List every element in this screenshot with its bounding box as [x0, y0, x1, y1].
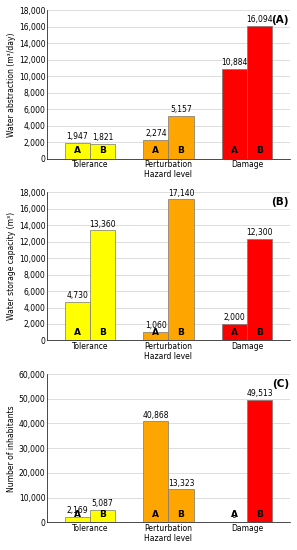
Bar — [247, 239, 272, 340]
Text: A: A — [74, 509, 81, 519]
Text: 49,513: 49,513 — [246, 389, 273, 398]
Text: B: B — [178, 146, 184, 155]
Text: 13,360: 13,360 — [89, 219, 116, 229]
Text: 5,157: 5,157 — [170, 106, 192, 114]
X-axis label: Hazard level: Hazard level — [144, 352, 192, 361]
Text: 4,730: 4,730 — [67, 291, 89, 300]
Y-axis label: Number of inhabitants: Number of inhabitants — [7, 405, 16, 492]
Bar — [222, 69, 247, 158]
Text: (A): (A) — [271, 15, 289, 25]
Bar — [168, 199, 194, 340]
Text: B: B — [256, 328, 263, 337]
Bar — [143, 421, 168, 522]
Text: 16,094: 16,094 — [246, 15, 273, 24]
Text: 1,947: 1,947 — [67, 132, 88, 141]
Text: A: A — [152, 509, 159, 519]
Bar — [222, 324, 247, 340]
Bar — [65, 142, 90, 158]
Y-axis label: Water abstraction (m³/day): Water abstraction (m³/day) — [7, 32, 16, 137]
Text: B: B — [99, 509, 106, 519]
Bar — [247, 400, 272, 522]
Text: 17,140: 17,140 — [168, 189, 194, 197]
Text: A: A — [231, 509, 238, 519]
Text: 5,087: 5,087 — [92, 499, 113, 508]
Bar — [90, 230, 115, 340]
Text: 10,884: 10,884 — [221, 58, 247, 67]
Text: 13,323: 13,323 — [168, 478, 194, 488]
Bar — [90, 144, 115, 158]
Bar — [143, 332, 168, 340]
Text: B: B — [99, 146, 106, 155]
Y-axis label: Water storage capacity (m³): Water storage capacity (m³) — [7, 212, 16, 321]
Text: (B): (B) — [271, 197, 289, 207]
Bar — [143, 140, 168, 158]
Bar — [168, 490, 194, 522]
Text: B: B — [99, 328, 106, 337]
Text: A: A — [152, 146, 159, 155]
Text: A: A — [74, 146, 81, 155]
X-axis label: Hazard level: Hazard level — [144, 170, 192, 179]
Text: A: A — [231, 328, 238, 337]
Bar — [247, 26, 272, 158]
Text: A: A — [231, 146, 238, 155]
Bar — [90, 510, 115, 522]
Text: 1,060: 1,060 — [145, 321, 167, 330]
Text: 0: 0 — [232, 512, 237, 520]
Text: (C): (C) — [272, 378, 289, 388]
Text: 2,169: 2,169 — [67, 506, 88, 515]
Text: 2,000: 2,000 — [223, 313, 245, 322]
Bar — [65, 517, 90, 522]
Bar — [168, 116, 194, 158]
Bar — [65, 301, 90, 340]
Text: A: A — [74, 328, 81, 337]
Text: 40,868: 40,868 — [143, 410, 169, 420]
Text: 1,821: 1,821 — [92, 133, 113, 142]
Text: 2,274: 2,274 — [145, 129, 167, 138]
X-axis label: Hazard level: Hazard level — [144, 534, 192, 543]
Text: B: B — [256, 146, 263, 155]
Text: A: A — [152, 328, 159, 337]
Text: B: B — [178, 328, 184, 337]
Text: 12,300: 12,300 — [246, 228, 273, 238]
Text: B: B — [256, 509, 263, 519]
Text: B: B — [178, 509, 184, 519]
